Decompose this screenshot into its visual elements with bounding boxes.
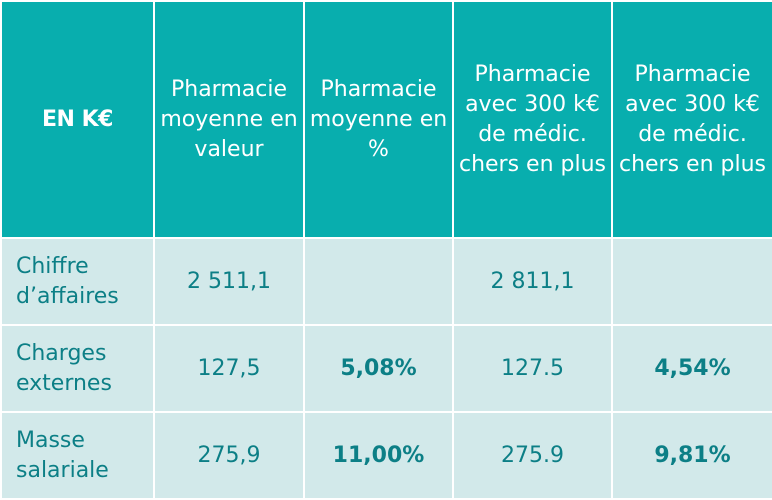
table-row: Charges externes 127,5 5,08% 127.5 4,54% <box>0 324 772 413</box>
table-cell: 2 811,1 <box>452 237 613 326</box>
table-cell: 127,5 <box>153 324 305 413</box>
header-row: EN K€ Pharmacie moyenne en valeur Pharma… <box>0 0 772 239</box>
table-cell <box>303 237 454 326</box>
header-col-avg-value: Pharmacie moyenne en valeur <box>153 0 305 239</box>
table-cell: 275,9 <box>153 411 305 500</box>
table-cell: 5,08% <box>303 324 454 413</box>
row-label: Chiffre d’affaires <box>0 237 155 326</box>
header-col-avg-percent: Pharmacie moyenne en % <box>303 0 454 239</box>
table-cell: 11,00% <box>303 411 454 500</box>
header-col-expensive-value-label: Pharmacie avec 300 k€ de médic. chers en… <box>458 61 607 177</box>
table-row: Chiffre d’affaires 2 511,1 2 811,1 <box>0 237 772 326</box>
header-col-expensive-value: Pharmacie avec 300 k€ de médic. chers en… <box>452 0 613 239</box>
table-cell: 9,81% <box>611 411 772 500</box>
table-row: Masse salariale 275,9 11,00% 275.9 9,81% <box>0 411 772 500</box>
table-cell: 4,54% <box>611 324 772 413</box>
header-col-expensive-percent: Pharmacie avec 300 k€ de médic. chers en… <box>611 0 772 239</box>
table-cell: 2 511,1 <box>153 237 305 326</box>
header-unit: EN K€ <box>0 0 155 239</box>
table-cell: 275.9 <box>452 411 613 500</box>
table-cell <box>611 237 772 326</box>
table-cell: 127.5 <box>452 324 613 413</box>
row-label: Charges externes <box>0 324 155 413</box>
header-col-avg-percent-label: Pharmacie moyenne en % <box>309 76 448 162</box>
row-label: Masse salariale <box>0 411 155 500</box>
header-col-avg-value-label: Pharmacie moyenne en valeur <box>160 76 298 162</box>
header-col-expensive-percent-label: Pharmacie avec 300 k€ de médic. chers en… <box>618 61 767 177</box>
